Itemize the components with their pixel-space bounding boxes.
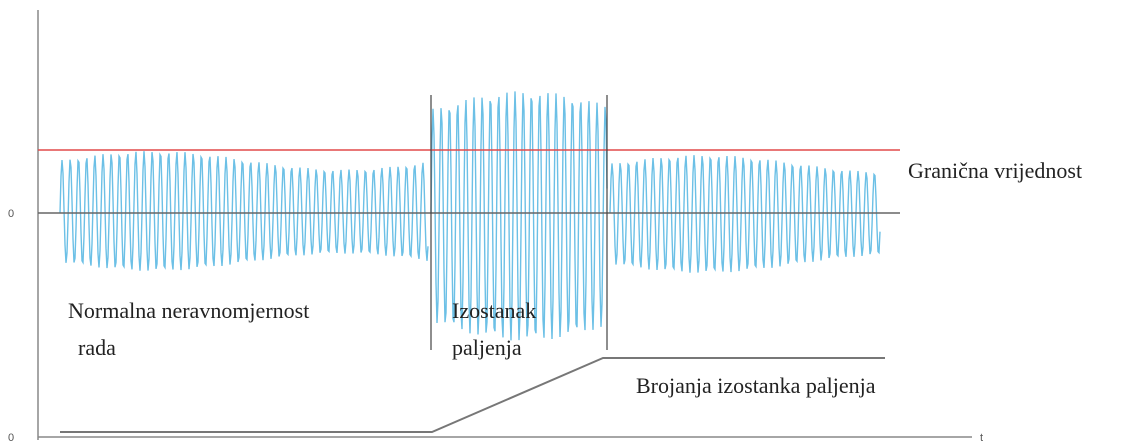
waveform-segment: [609, 155, 881, 273]
counter-line: [60, 357, 885, 433]
waveform-segment: [59, 151, 429, 271]
misfire-label: paljenja: [452, 335, 522, 360]
threshold-label: Granična vrijednost: [908, 158, 1082, 183]
waveform: [59, 91, 881, 341]
normal-label: Normalna neravnomjernost: [68, 298, 309, 323]
misfire-label: Izostanak: [452, 298, 536, 323]
origin-label: 0: [8, 208, 14, 220]
time-label: t: [980, 432, 983, 443]
counter-label: Brojanja izostanka paljenja: [636, 373, 876, 398]
origin-label: 0: [8, 432, 14, 443]
waveform-segment: [430, 91, 608, 341]
normal-label: rada: [78, 335, 116, 360]
